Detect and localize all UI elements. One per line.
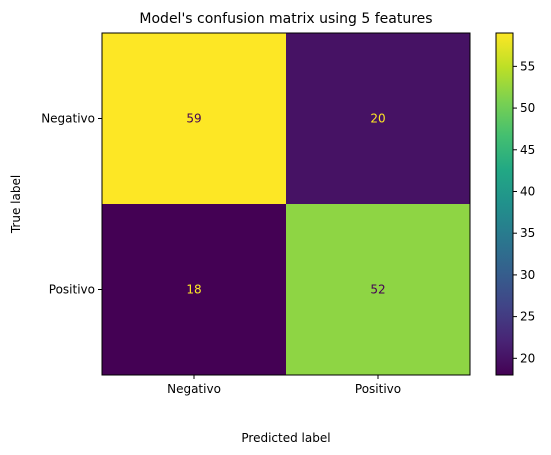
- cell-value-label: 20: [370, 112, 385, 126]
- chart-title: Model's confusion matrix using 5 feature…: [139, 11, 432, 27]
- heatmap-cell: [286, 33, 470, 204]
- heatmap-cell: [286, 204, 470, 375]
- x-axis-label: Predicted label: [241, 431, 330, 445]
- y-axis-label: True label: [9, 175, 23, 234]
- colorbar: 20 25 30 35 40 45 50 55: [495, 32, 535, 376]
- y-tick-label: Positivo: [49, 283, 95, 297]
- colorbar-tick-label: 55: [520, 59, 535, 73]
- colorbar-tick-label: 25: [520, 310, 535, 324]
- y-tick-label: Negativo: [41, 112, 95, 126]
- colorbar-tick-label: 45: [520, 143, 535, 157]
- colorbar-gradient: [495, 32, 514, 376]
- colorbar-ticks: 20 25 30 35 40 45 50 55: [513, 59, 535, 365]
- colorbar-tick-label: 30: [520, 268, 535, 282]
- x-tick-label: Negativo: [167, 382, 221, 396]
- heatmap-cell: [102, 33, 286, 204]
- cell-value-label: 18: [186, 283, 201, 297]
- x-axis-ticks: Negativo Positivo: [167, 375, 401, 396]
- colorbar-tick-label: 40: [520, 184, 535, 198]
- x-tick-label: Positivo: [355, 382, 401, 396]
- cell-value-label: 59: [186, 112, 201, 126]
- colorbar-tick-label: 20: [520, 351, 535, 365]
- colorbar-tick-label: 50: [520, 101, 535, 115]
- y-axis-ticks: Negativo Positivo: [41, 112, 102, 297]
- heatmap-cells: 59 20 18 52: [102, 33, 470, 375]
- heatmap-cell: [102, 204, 286, 375]
- plot-frame: [101, 32, 471, 376]
- cell-value-label: 52: [370, 283, 385, 297]
- colorbar-tick-label: 35: [520, 226, 535, 240]
